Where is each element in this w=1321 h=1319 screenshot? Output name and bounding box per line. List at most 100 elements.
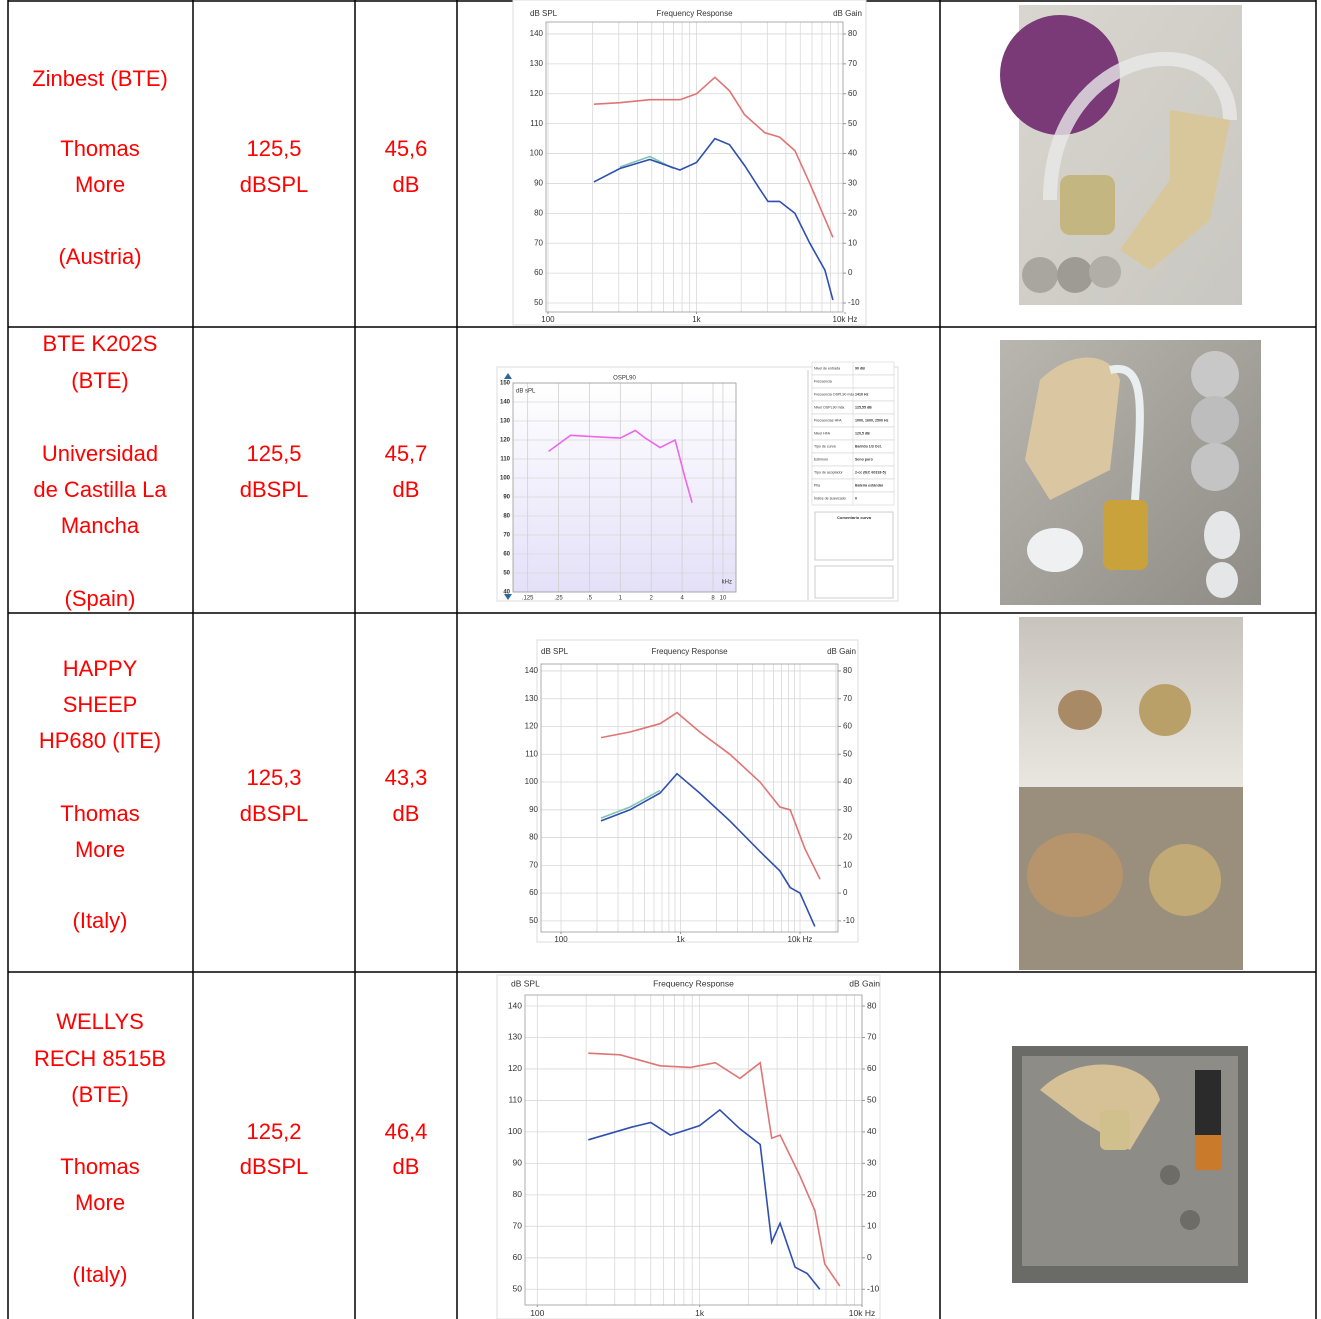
y2-tick-label: 70 xyxy=(867,1032,877,1042)
x-tick-label: 1 xyxy=(619,596,623,602)
info-label: Estímulo xyxy=(814,457,828,461)
gain-text: dB xyxy=(393,1154,420,1179)
device-text: (BTE) xyxy=(71,368,128,393)
y2-tick-label: 80 xyxy=(843,666,852,675)
y-tick-label: 110 xyxy=(500,457,510,463)
chart-title: Frequency Response xyxy=(651,647,728,656)
y2-tick-label: 50 xyxy=(867,1095,877,1105)
photo-k202s xyxy=(1000,340,1261,605)
x-tick-label: 8 xyxy=(711,596,715,602)
y-tick-label: 90 xyxy=(503,495,510,501)
plot-area xyxy=(525,995,862,1305)
x-tick-label: 1k xyxy=(676,935,685,944)
plot-border xyxy=(512,382,737,593)
comment-box xyxy=(814,511,894,561)
device-text: WELLYS xyxy=(56,1009,144,1034)
device-text: (Italy) xyxy=(73,908,128,933)
y-tick-label: 40 xyxy=(503,590,510,596)
plot-border xyxy=(545,21,844,313)
info-label: Frecuencia xyxy=(814,379,832,383)
response-curve xyxy=(548,429,693,503)
y-tick-label: 90 xyxy=(534,179,543,188)
info-value: 120,5 dB xyxy=(855,431,870,435)
info-value: 90 dB xyxy=(855,366,865,370)
y-tick-label: 60 xyxy=(503,552,510,558)
y-tick-label: 130 xyxy=(525,694,539,703)
y-tick-label: 60 xyxy=(529,888,538,897)
info-value: 1000, 1600, 2500 Hz xyxy=(855,418,889,422)
device-text: (Austria) xyxy=(58,244,141,269)
y-tick-label: 80 xyxy=(513,1189,523,1199)
y2-tick-label: 40 xyxy=(843,777,852,786)
max-output-text: dBSPL xyxy=(240,477,309,502)
device-text: More xyxy=(75,172,125,197)
device-text: (BTE) xyxy=(71,1082,128,1107)
plot-area xyxy=(513,383,736,592)
x-tick-label: .25 xyxy=(554,596,563,602)
info-value: Seno puro xyxy=(855,457,874,461)
device-text: RECH 8515B xyxy=(34,1046,166,1071)
y2-tick-label: 30 xyxy=(848,179,857,188)
y-tick-label: 80 xyxy=(534,208,543,217)
x-tick-label: .125 xyxy=(522,596,534,602)
y-tick-label: 100 xyxy=(525,777,539,786)
y2-axis-label: dB Gain xyxy=(833,9,862,18)
y-tick-label: 60 xyxy=(534,268,543,277)
y-tick-label: 150 xyxy=(500,381,511,387)
x-tick-label: 1k xyxy=(695,1308,705,1318)
plot-border xyxy=(524,994,863,1306)
y2-tick-label: 10 xyxy=(843,860,852,869)
y-tick-label: 130 xyxy=(500,419,511,425)
device-text: Zinbest (BTE) xyxy=(32,66,168,91)
max-output-text: dBSPL xyxy=(240,1154,309,1179)
y-tick-label: 50 xyxy=(529,916,538,925)
y2-tick-label: 20 xyxy=(867,1189,877,1199)
gain-text: dB xyxy=(393,172,420,197)
gain-text: 45,6 xyxy=(385,136,428,161)
info-label: Nivel de entrada xyxy=(814,366,840,370)
y-tick-label: 120 xyxy=(525,722,539,731)
y-tick-label: 140 xyxy=(508,1000,522,1010)
y2-tick-label: 40 xyxy=(867,1126,877,1136)
chart-title: Frequency Response xyxy=(653,978,734,988)
device-text: (Spain) xyxy=(65,586,136,611)
info-value: 2-cc (IEC 60318-5) xyxy=(855,470,887,474)
gain-text: 46,4 xyxy=(385,1119,428,1144)
device-text: Thomas xyxy=(60,801,139,826)
y2-tick-label: 10 xyxy=(848,238,857,247)
photo-wellys xyxy=(1012,1046,1248,1283)
device-text: Thomas xyxy=(60,136,139,161)
y2-tick-label: 80 xyxy=(848,29,857,38)
info-label: Nivel OSPL90 máx. xyxy=(814,405,845,409)
y2-tick-label: 80 xyxy=(867,1000,877,1010)
y2-tick-label: -10 xyxy=(867,1284,880,1294)
y2-tick-label: 40 xyxy=(848,149,857,158)
charts: 5060708090100110120130140-10010203040506… xyxy=(496,0,899,1319)
y2-tick-label: 50 xyxy=(848,119,857,128)
y2-tick-label: -10 xyxy=(848,298,860,307)
device-text: HP680 (ITE) xyxy=(39,728,161,753)
x-tick-label: 100 xyxy=(554,935,568,944)
photo-hp680 xyxy=(1019,617,1243,970)
x-tick-label: 10k Hz xyxy=(849,1308,875,1318)
y2-axis-label: dB Gain xyxy=(849,978,880,988)
info-value: Batería estándar xyxy=(855,483,884,487)
chart-title: Frequency Response xyxy=(656,9,733,18)
y-tick-label: 50 xyxy=(503,571,510,577)
y-axis-label: dB SPL xyxy=(541,647,569,656)
y-tick-label: 80 xyxy=(503,514,510,520)
y-tick-label: 140 xyxy=(530,29,544,38)
y2-tick-label: 10 xyxy=(867,1221,877,1231)
y-tick-label: 140 xyxy=(525,666,539,675)
device-text: SHEEP xyxy=(63,692,138,717)
comment-title: Comentario curva xyxy=(837,515,872,520)
y-tick-label: 110 xyxy=(508,1095,522,1105)
max-output-text: dBSPL xyxy=(240,172,309,197)
y2-tick-label: -10 xyxy=(843,916,855,925)
x-tick-label: 4 xyxy=(680,596,684,602)
x-tick-label: 10k Hz xyxy=(833,315,858,324)
y2-tick-label: 60 xyxy=(843,722,852,731)
